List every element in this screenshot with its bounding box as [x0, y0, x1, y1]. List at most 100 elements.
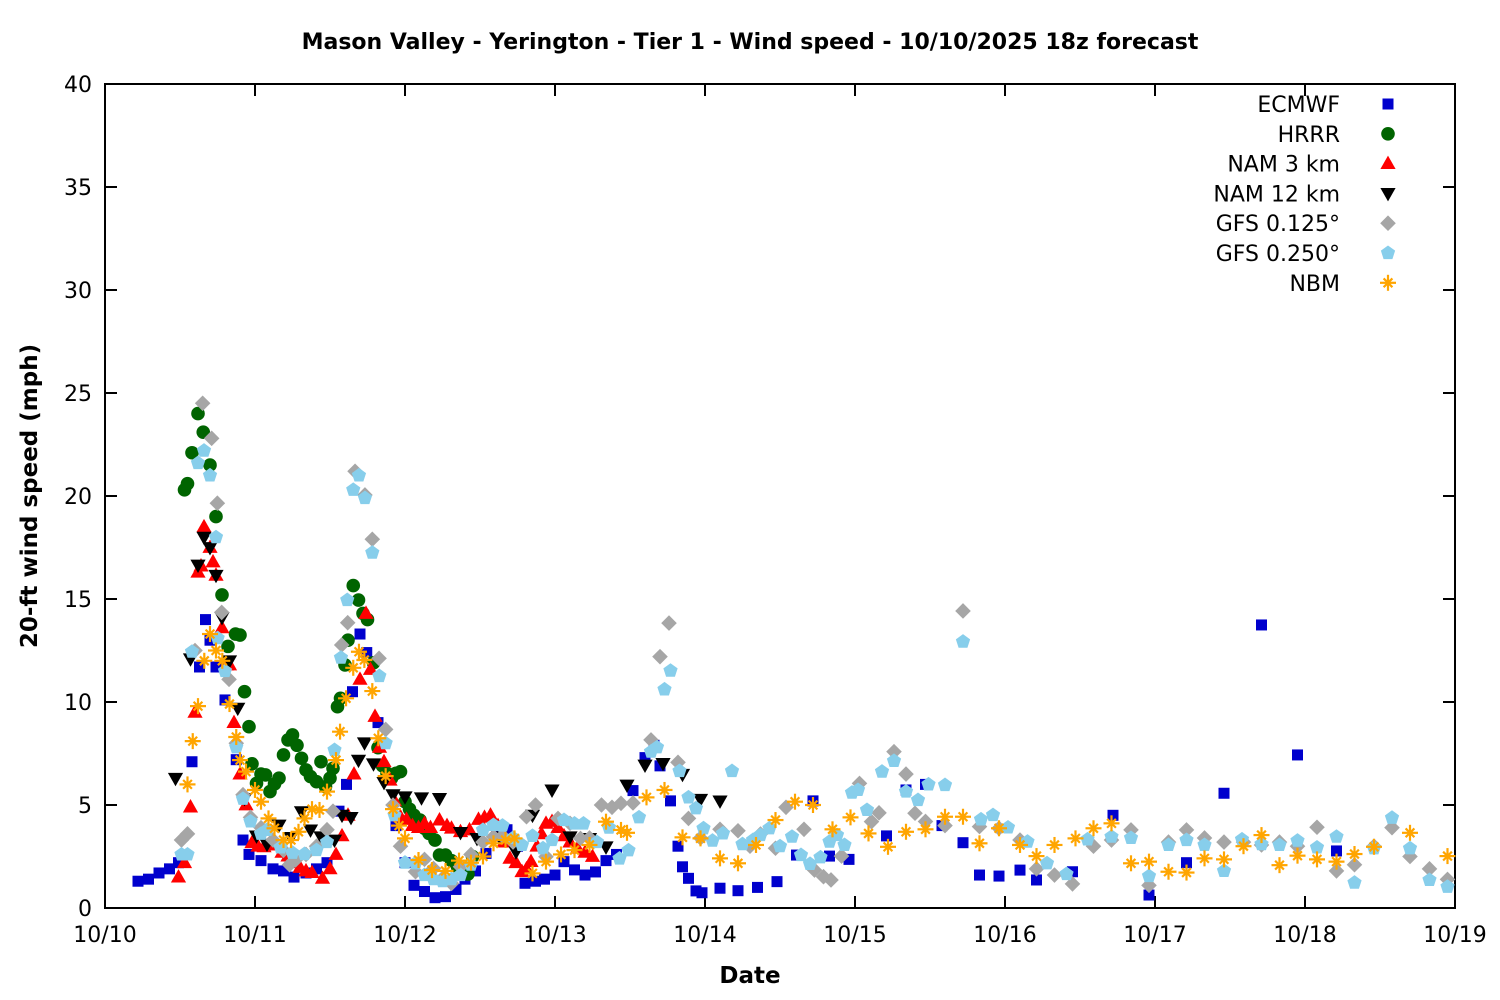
data-point-marker — [190, 559, 206, 574]
data-point-marker — [621, 842, 636, 857]
data-point-marker — [1421, 861, 1438, 877]
data-point-marker — [851, 775, 868, 792]
data-point-marker — [1329, 829, 1344, 843]
asterisk-ray — [399, 833, 411, 844]
data-point-marker — [362, 661, 379, 675]
data-point-marker — [321, 857, 333, 869]
data-point-marker — [674, 829, 691, 846]
data-point-marker — [1272, 837, 1287, 852]
asterisk-ray — [789, 796, 801, 807]
data-point-marker — [235, 791, 251, 805]
data-point-marker — [1346, 856, 1363, 873]
series-nam-3-km — [170, 518, 601, 884]
data-point-marker — [579, 869, 591, 881]
data-point-marker — [371, 739, 388, 753]
data-point-marker — [304, 864, 320, 878]
data-point-marker — [735, 836, 750, 851]
data-point-marker — [843, 853, 855, 865]
data-point-marker — [955, 808, 971, 825]
data-point-marker — [290, 823, 307, 840]
plot-border — [104, 83, 1456, 909]
data-point-marker — [272, 771, 286, 786]
data-point-marker — [327, 742, 342, 757]
asterisk-ray — [677, 832, 688, 843]
data-point-marker — [692, 793, 709, 808]
asterisk-ray — [1331, 856, 1342, 867]
data-point-marker — [663, 663, 678, 677]
data-point-marker — [1059, 866, 1074, 881]
data-point-marker — [340, 592, 355, 607]
asterisk-ray — [1404, 827, 1416, 838]
data-point-marker — [431, 812, 448, 826]
asterisk-ray — [1218, 854, 1230, 865]
data-point-marker — [214, 619, 230, 634]
data-point-marker — [153, 867, 165, 879]
data-point-marker — [535, 840, 551, 855]
legend-item-gfs-0-250: GFS 0.250° — [1216, 242, 1396, 267]
data-point-marker — [665, 795, 676, 807]
data-point-marker — [712, 795, 728, 809]
data-point-marker — [255, 855, 267, 867]
asterisk-ray — [1031, 850, 1042, 862]
data-point-marker — [319, 783, 335, 800]
data-point-marker — [319, 834, 335, 849]
asterisk-ray — [1070, 833, 1081, 844]
data-point-marker — [921, 776, 936, 791]
data-point-marker — [1067, 830, 1084, 847]
data-point-marker — [397, 791, 413, 805]
data-point-marker — [475, 848, 491, 865]
x-tick-label: 10/15 — [823, 923, 886, 948]
data-point-marker — [859, 802, 875, 817]
asterisk-ray — [192, 700, 204, 712]
data-point-marker — [649, 739, 665, 754]
data-point-marker — [346, 482, 361, 496]
data-point-marker — [1181, 857, 1192, 869]
data-point-marker — [365, 758, 382, 772]
data-point-marker — [584, 848, 601, 862]
asterisk-ray — [732, 858, 744, 869]
data-point-marker — [311, 801, 328, 818]
data-point-marker — [186, 756, 198, 768]
asterisk-ray — [527, 868, 538, 879]
data-point-marker — [202, 542, 218, 556]
data-point-marker — [886, 753, 902, 767]
data-point-marker — [824, 821, 841, 838]
asterisk-ray — [1125, 858, 1137, 869]
asterisk-ray — [939, 811, 951, 822]
data-point-marker — [1104, 829, 1119, 843]
data-point-marker — [544, 784, 560, 798]
data-point-marker — [1178, 864, 1195, 881]
data-point-marker — [1256, 619, 1267, 631]
data-point-marker — [813, 849, 828, 864]
data-point-marker — [200, 614, 211, 626]
series-nbm — [179, 626, 1456, 882]
data-point-marker — [937, 808, 953, 825]
data-point-marker — [850, 782, 866, 797]
data-point-marker — [553, 846, 569, 863]
data-point-marker — [550, 819, 566, 834]
data-point-marker — [508, 854, 524, 869]
data-point-marker — [164, 863, 175, 875]
data-point-marker — [215, 588, 229, 602]
data-point-marker — [974, 869, 985, 881]
data-point-marker — [762, 820, 777, 835]
data-point-marker — [314, 754, 328, 769]
data-point-marker — [523, 853, 539, 868]
data-point-marker — [772, 838, 788, 853]
data-point-marker — [338, 690, 355, 707]
data-point-marker — [524, 865, 541, 882]
data-point-marker — [196, 531, 212, 546]
asterisk-ray — [1199, 853, 1210, 864]
data-point-marker — [180, 846, 195, 861]
asterisk-ray — [330, 754, 342, 766]
data-point-marker — [475, 834, 491, 850]
data-point-marker — [1143, 889, 1155, 901]
data-point-marker — [352, 671, 368, 685]
data-point-marker — [450, 883, 462, 895]
data-point-marker — [364, 531, 381, 548]
data-point-marker — [612, 851, 627, 865]
data-point-marker — [328, 846, 344, 860]
y-axis-ticks: 0 5 10 15 20 25 30 35 40 — [64, 73, 1455, 922]
asterisk-ray — [348, 662, 359, 673]
legend-label: GFS 0.250° — [1216, 242, 1340, 267]
